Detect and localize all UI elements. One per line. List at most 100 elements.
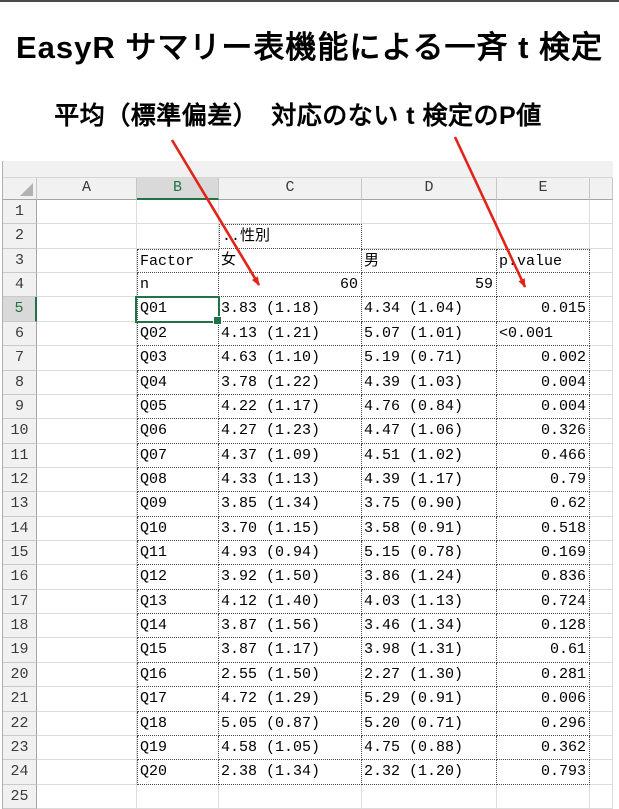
row-header-1[interactable]: 1 bbox=[3, 200, 37, 225]
cell-F7[interactable] bbox=[590, 346, 613, 371]
row-header-20[interactable]: 20 bbox=[3, 662, 37, 688]
cell-D20[interactable]: 2.27 (1.30) bbox=[362, 662, 497, 688]
cell-C12[interactable]: 4.33 (1.13) bbox=[219, 467, 362, 493]
cell-C18[interactable]: 3.87 (1.56) bbox=[219, 614, 362, 639]
cell-C20[interactable]: 2.55 (1.50) bbox=[219, 662, 362, 688]
cell-F10[interactable] bbox=[590, 419, 613, 444]
cell-E19[interactable]: 0.61 bbox=[497, 638, 590, 663]
cell-A25[interactable] bbox=[37, 784, 137, 809]
cell-A8[interactable] bbox=[37, 370, 137, 395]
cell-E18[interactable]: 0.128 bbox=[497, 614, 590, 639]
cell-F13[interactable] bbox=[590, 492, 613, 517]
cell-B25[interactable] bbox=[137, 784, 219, 809]
cell-C3[interactable]: 女 bbox=[219, 248, 362, 274]
row-header-8[interactable]: 8 bbox=[3, 370, 37, 395]
row-header-9[interactable]: 9 bbox=[3, 394, 37, 420]
cell-B16[interactable]: Q12 bbox=[137, 565, 219, 590]
cell-A12[interactable] bbox=[37, 467, 137, 493]
cell-B7[interactable]: Q03 bbox=[137, 346, 219, 371]
cell-E20[interactable]: 0.281 bbox=[497, 662, 590, 688]
cell-A5[interactable] bbox=[37, 297, 137, 322]
cell-B17[interactable]: Q13 bbox=[137, 589, 219, 615]
cell-A10[interactable] bbox=[37, 419, 137, 444]
column-header-D[interactable]: D bbox=[362, 178, 497, 200]
cell-A20[interactable] bbox=[37, 662, 137, 688]
cell-A14[interactable] bbox=[37, 516, 137, 542]
cell-C19[interactable]: 3.87 (1.17) bbox=[219, 638, 362, 663]
cell-D22[interactable]: 5.20 (0.71) bbox=[362, 711, 497, 736]
cell-C16[interactable]: 3.92 (1.50) bbox=[219, 565, 362, 590]
cell-A15[interactable] bbox=[37, 541, 137, 566]
cell-E7[interactable]: 0.002 bbox=[497, 346, 590, 371]
cell-D23[interactable]: 4.75 (0.88) bbox=[362, 735, 497, 761]
cell-E6[interactable]: <0.001 bbox=[497, 321, 590, 347]
row-header-16[interactable]: 16 bbox=[3, 565, 37, 590]
cell-B19[interactable]: Q15 bbox=[137, 638, 219, 663]
cell-C14[interactable]: 3.70 (1.15) bbox=[219, 516, 362, 542]
cell-C1[interactable] bbox=[219, 200, 362, 225]
cell-E11[interactable]: 0.466 bbox=[497, 443, 590, 468]
cell-B24[interactable]: Q20 bbox=[137, 760, 219, 785]
cell-A19[interactable] bbox=[37, 638, 137, 663]
column-header-F-partial[interactable] bbox=[590, 178, 613, 200]
cell-D14[interactable]: 3.58 (0.91) bbox=[362, 516, 497, 542]
cell-D7[interactable]: 5.19 (0.71) bbox=[362, 346, 497, 371]
cell-A4[interactable] bbox=[37, 273, 137, 298]
cell-E9[interactable]: 0.004 bbox=[497, 394, 590, 420]
cell-D8[interactable]: 4.39 (1.03) bbox=[362, 370, 497, 395]
cell-C2[interactable]: ..性別 bbox=[219, 224, 362, 249]
row-header-11[interactable]: 11 bbox=[3, 443, 37, 468]
cell-F8[interactable] bbox=[590, 370, 613, 395]
cell-A2[interactable] bbox=[37, 224, 137, 249]
column-header-C[interactable]: C bbox=[219, 178, 362, 200]
cell-A22[interactable] bbox=[37, 711, 137, 736]
cell-C24[interactable]: 2.38 (1.34) bbox=[219, 760, 362, 785]
cell-A11[interactable] bbox=[37, 443, 137, 468]
cell-B20[interactable]: Q16 bbox=[137, 662, 219, 688]
cell-A18[interactable] bbox=[37, 614, 137, 639]
row-header-6[interactable]: 6 bbox=[3, 321, 37, 347]
row-header-13[interactable]: 13 bbox=[3, 492, 37, 517]
cell-C25[interactable] bbox=[219, 784, 362, 809]
cell-F19[interactable] bbox=[590, 638, 613, 663]
cell-E15[interactable]: 0.169 bbox=[497, 541, 590, 566]
cell-B2[interactable] bbox=[137, 224, 219, 249]
row-header-23[interactable]: 23 bbox=[3, 735, 37, 761]
cell-C23[interactable]: 4.58 (1.05) bbox=[219, 735, 362, 761]
cell-E3[interactable]: p.value bbox=[497, 248, 590, 274]
cell-B4[interactable]: n bbox=[137, 273, 219, 298]
cell-C15[interactable]: 4.93 (0.94) bbox=[219, 541, 362, 566]
cell-E8[interactable]: 0.004 bbox=[497, 370, 590, 395]
cell-F17[interactable] bbox=[590, 589, 613, 615]
cell-E1[interactable] bbox=[497, 200, 590, 225]
cell-B6[interactable]: Q02 bbox=[137, 321, 219, 347]
cell-A21[interactable] bbox=[37, 687, 137, 712]
cell-D13[interactable]: 3.75 (0.90) bbox=[362, 492, 497, 517]
cell-E22[interactable]: 0.296 bbox=[497, 711, 590, 736]
cell-D1[interactable] bbox=[362, 200, 497, 225]
row-header-17[interactable]: 17 bbox=[3, 589, 37, 615]
cell-D4[interactable]: 59 bbox=[362, 273, 497, 298]
cell-E12[interactable]: 0.79 bbox=[497, 467, 590, 493]
cell-C9[interactable]: 4.22 (1.17) bbox=[219, 394, 362, 420]
cell-E4[interactable] bbox=[497, 273, 590, 298]
cell-B15[interactable]: Q11 bbox=[137, 541, 219, 566]
cell-F2[interactable] bbox=[590, 224, 613, 249]
cell-C17[interactable]: 4.12 (1.40) bbox=[219, 589, 362, 615]
cell-D24[interactable]: 2.32 (1.20) bbox=[362, 760, 497, 785]
cell-D16[interactable]: 3.86 (1.24) bbox=[362, 565, 497, 590]
cell-A13[interactable] bbox=[37, 492, 137, 517]
row-header-18[interactable]: 18 bbox=[3, 614, 37, 639]
cell-F23[interactable] bbox=[590, 735, 613, 761]
row-header-24[interactable]: 24 bbox=[3, 760, 37, 785]
row-header-22[interactable]: 22 bbox=[3, 711, 37, 736]
cell-A3[interactable] bbox=[37, 248, 137, 274]
cell-C10[interactable]: 4.27 (1.23) bbox=[219, 419, 362, 444]
cell-F15[interactable] bbox=[590, 541, 613, 566]
cell-E10[interactable]: 0.326 bbox=[497, 419, 590, 444]
cell-A7[interactable] bbox=[37, 346, 137, 371]
cell-C11[interactable]: 4.37 (1.09) bbox=[219, 443, 362, 468]
cell-C8[interactable]: 3.78 (1.22) bbox=[219, 370, 362, 395]
cell-B11[interactable]: Q07 bbox=[137, 443, 219, 468]
row-header-14[interactable]: 14 bbox=[3, 516, 37, 542]
